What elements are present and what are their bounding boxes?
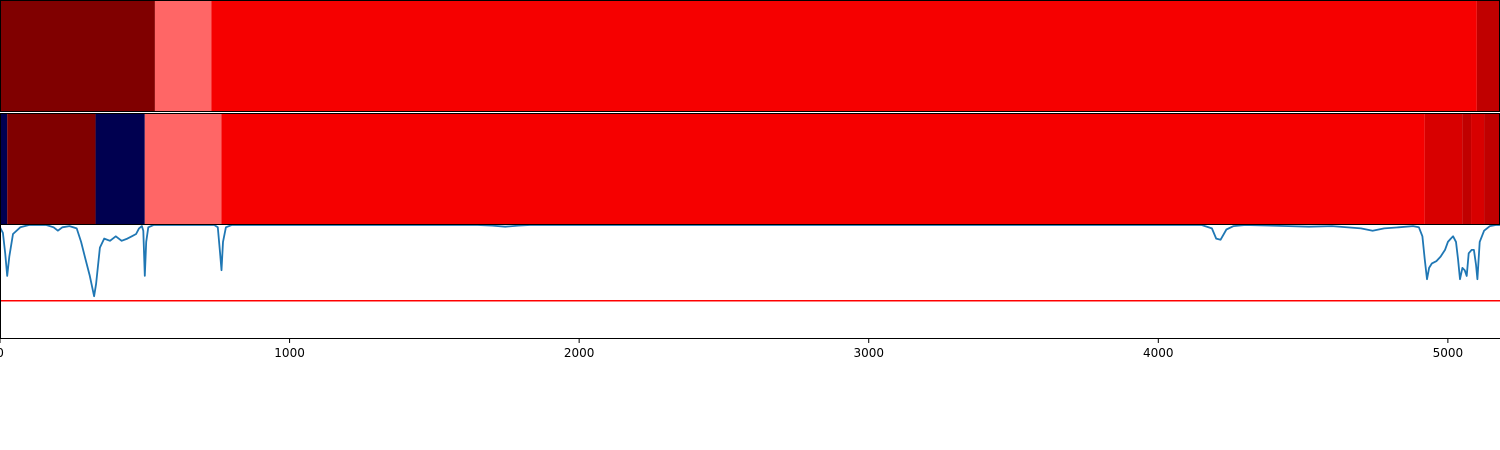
track-2-segment-7 xyxy=(1462,113,1472,225)
track-2-segment-8 xyxy=(1471,113,1485,225)
x-tick-label-0: 0 xyxy=(0,346,4,360)
x-tick-label-1000: 1000 xyxy=(274,346,305,360)
x-tick-label-5000: 5000 xyxy=(1433,346,1464,360)
x-tick-label-4000: 4000 xyxy=(1143,346,1174,360)
line-plot xyxy=(0,224,1500,339)
segment-tracks xyxy=(0,0,1500,225)
track-2-segment-6 xyxy=(1424,113,1463,225)
track-1-segment-1 xyxy=(0,0,155,112)
track-2-segment-9 xyxy=(1484,113,1500,225)
track-1-segment-3 xyxy=(211,0,1477,112)
x-tick-label-2000: 2000 xyxy=(564,346,595,360)
track-1-segment-2 xyxy=(154,0,212,112)
x-axis-ticks: 0 1000 2000 3000 4000 5000 xyxy=(0,338,1463,360)
track-2-segment-5 xyxy=(221,113,1425,225)
series-line xyxy=(0,224,1500,298)
track-2-segment-1 xyxy=(0,113,8,225)
x-tick-label-3000: 3000 xyxy=(853,346,884,360)
track-2-segment-4 xyxy=(144,113,222,225)
track-2-segment-3 xyxy=(95,113,145,225)
track-2-segment-2 xyxy=(7,113,96,225)
track-1-segment-4 xyxy=(1476,0,1500,112)
plot-background xyxy=(0,225,1500,338)
